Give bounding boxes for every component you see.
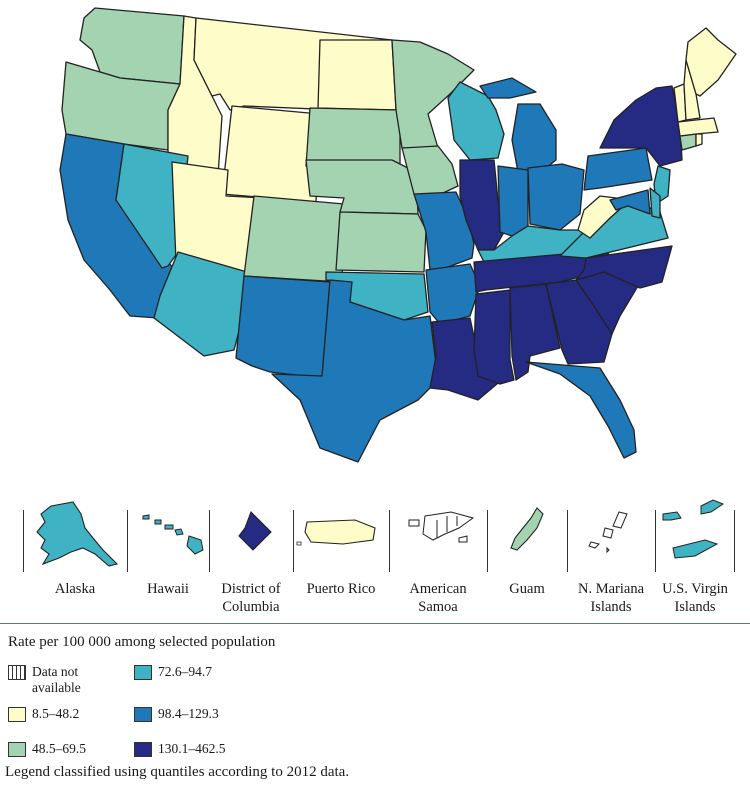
state-colorado (243, 195, 345, 283)
inset-label-puerto-rico: Puerto Rico (306, 581, 376, 597)
legend-note: Legend classified using quantiles accord… (5, 764, 350, 780)
state-wisconsin (447, 81, 505, 161)
legend-item-class-1: 8.5–48.2 (8, 706, 79, 722)
inset-shape-us-virgin-islands (662, 499, 725, 559)
inset-shape-american-samoa (408, 511, 475, 543)
state-louisiana (429, 317, 505, 401)
state-florida (525, 361, 637, 459)
legend-swatch (134, 665, 152, 680)
state-missouri (413, 191, 475, 271)
legend-swatch (8, 665, 26, 680)
inset-label-alaska: Alaska (54, 581, 96, 597)
inset-shape-dc (238, 511, 272, 551)
separator-rule (0, 623, 750, 624)
state-wyoming (221, 105, 321, 203)
state-minnesota (391, 39, 475, 149)
inset-n-mariana-islands: N. Mariana Islands (567, 498, 655, 618)
territory-insets: Alaska Hawaii District of Columbia Puert… (0, 498, 750, 618)
legend-swatch (8, 707, 26, 722)
legend-swatch (134, 707, 152, 722)
legend-item-class-4: 98.4–129.3 (134, 706, 219, 722)
state-new-mexico (235, 275, 331, 379)
state-arkansas (425, 263, 481, 325)
legend-item-data-not-available: Data not available (8, 664, 108, 696)
inset-dc: District of Columbia (209, 498, 293, 618)
inset-label-n-mariana-islands: N. Mariana Islands (577, 581, 645, 615)
state-north-carolina (575, 245, 673, 289)
state-delaware (649, 187, 661, 219)
inset-shape-alaska (36, 501, 119, 567)
legend-swatch (8, 742, 26, 757)
inset-label-us-virgin-islands: U.S. Virgin Islands (662, 581, 728, 615)
inset-shape-guam (510, 507, 544, 551)
inset-alaska: Alaska (23, 498, 127, 618)
legend-item-class-5: 130.1–462.5 (134, 741, 226, 757)
state-nevada (115, 143, 189, 269)
state-maryland (609, 189, 651, 215)
state-indiana (497, 165, 529, 237)
legend-item-class-2: 48.5–69.5 (8, 741, 86, 757)
state-maine (685, 27, 737, 97)
inset-puerto-rico: Puerto Rico (293, 498, 389, 618)
state-texas (271, 279, 439, 463)
inset-label-american-samoa: American Samoa (409, 581, 467, 615)
inset-shape-n-mariana-islands (588, 511, 628, 554)
legend-swatch (134, 742, 152, 757)
inset-label-hawaii: Hawaii (147, 581, 189, 597)
inset-shape-puerto-rico (304, 519, 376, 545)
inset-shape-hawaii (142, 514, 204, 555)
state-massachusetts (677, 117, 719, 137)
inset-guam: Guam (487, 498, 567, 618)
inset-label-guam: Guam (509, 581, 545, 597)
state-ohio (527, 163, 585, 231)
inset-american-samoa: American Samoa (389, 498, 487, 618)
us-choropleth-map (59, 7, 737, 463)
state-kansas (335, 211, 427, 273)
inset-label-dc: District of Columbia (221, 581, 281, 615)
state-rhode-island (695, 133, 703, 147)
legend-title: Rate per 100 000 among selected populati… (8, 634, 276, 650)
inset-hawaii: Hawaii (127, 498, 209, 618)
state-pennsylvania (583, 147, 653, 191)
inset-us-virgin-islands: U.S. Virgin Islands (655, 498, 735, 618)
state-north-dakota (317, 39, 397, 111)
legend-item-class-3: 72.6–94.7 (134, 664, 212, 680)
state-mississippi (473, 289, 515, 385)
state-connecticut (679, 133, 697, 151)
